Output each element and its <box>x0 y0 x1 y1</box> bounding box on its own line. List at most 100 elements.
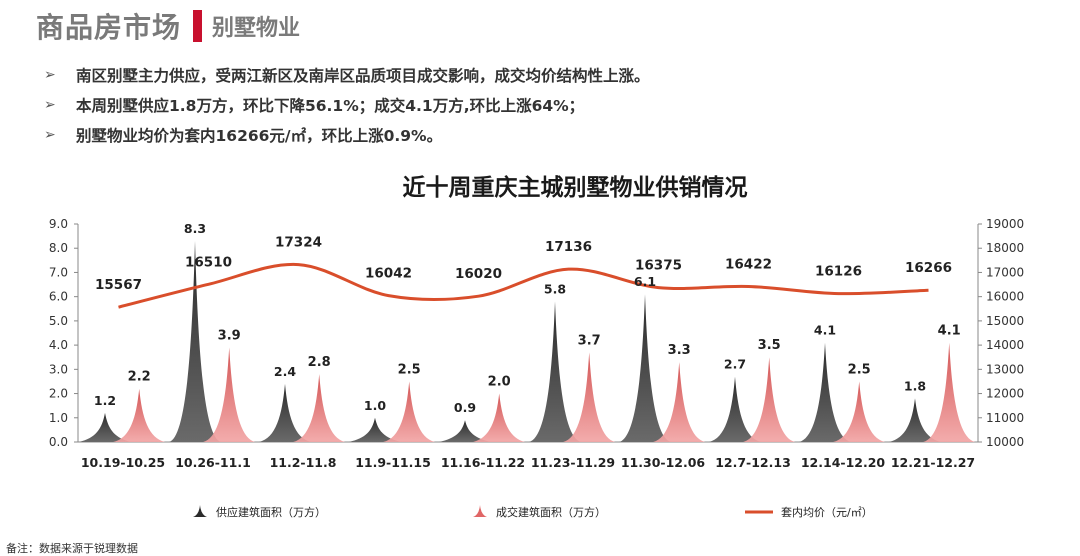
supply-data-label: 1.8 <box>904 378 926 393</box>
supply-peak <box>799 342 851 442</box>
left-axis-tick-label: 4.0 <box>49 338 68 352</box>
supply-data-label: 2.4 <box>274 364 296 379</box>
sales-peak <box>653 362 706 442</box>
bullet-item: ➢ 南区别墅主力供应，受两江新区及南岸区品质项目成交影响，成交均价结构性上涨。 <box>44 60 650 90</box>
sales-data-label: 4.1 <box>938 324 961 339</box>
bullet-text: 本周别墅供应1.8万方，环比下降56.1%；成交4.1万方,环比上涨64%； <box>76 97 585 115</box>
supply-data-label: 1.2 <box>94 393 116 408</box>
supply-data-label: 1.0 <box>364 398 386 413</box>
x-axis-tick-label: 11.16-11.22 <box>441 455 525 470</box>
sales-data-label: 2.5 <box>848 362 871 377</box>
price-data-label: 15567 <box>95 277 142 293</box>
summary-bullets: ➢ 南区别墅主力供应，受两江新区及南岸区品质项目成交影响，成交均价结构性上涨。 ➢… <box>44 60 650 150</box>
sales-data-label: 3.9 <box>218 329 241 344</box>
sales-peak <box>473 393 526 442</box>
left-axis-tick-label: 6.0 <box>49 290 68 304</box>
supply-peak <box>709 376 761 442</box>
bullet-text: 南区别墅主力供应，受两江新区及南岸区品质项目成交影响，成交均价结构性上涨。 <box>76 67 650 85</box>
x-axis-tick-label: 11.2-11.8 <box>270 455 337 470</box>
page-subtitle: 别墅物业 <box>212 16 301 41</box>
right-axis-tick-label: 14000 <box>986 338 1024 352</box>
left-axis-tick-label: 8.0 <box>49 241 68 255</box>
legend-label: 成交建筑面积（万方） <box>496 505 606 519</box>
right-axis-tick-label: 13000 <box>986 362 1024 376</box>
sales-data-label: 2.5 <box>398 362 421 377</box>
supply-peak <box>529 301 581 442</box>
x-axis-tick-label: 10.19-10.25 <box>81 455 165 470</box>
sales-peak <box>743 357 796 442</box>
supply-data-label: 2.7 <box>724 357 746 372</box>
legend-peak-icon <box>193 505 207 517</box>
price-data-label: 16266 <box>905 260 952 276</box>
arrow-bullet-icon: ➢ <box>44 67 56 83</box>
x-axis-tick-label: 11.30-12.06 <box>621 455 706 470</box>
bullet-item: ➢ 本周别墅供应1.8万方，环比下降56.1%；成交4.1万方,环比上涨64%； <box>44 90 650 120</box>
left-axis-tick-label: 3.0 <box>49 362 68 376</box>
arrow-bullet-icon: ➢ <box>44 97 56 113</box>
supply-peak <box>169 240 221 442</box>
bullet-text: 别墅物业均价为套内16266元/㎡，环比上涨0.9%。 <box>76 127 443 145</box>
sales-peak <box>833 381 886 442</box>
x-axis-tick-label: 11.9-11.15 <box>355 455 431 470</box>
sales-data-label: 2.8 <box>308 355 331 370</box>
price-data-label: 16510 <box>185 254 232 270</box>
sales-peak <box>563 352 616 442</box>
right-axis-tick-label: 17000 <box>986 265 1024 279</box>
left-axis-tick-label: 2.0 <box>49 387 68 401</box>
right-axis-tick-label: 18000 <box>986 241 1024 255</box>
legend-label: 套内均价（元/㎡） <box>781 505 873 519</box>
price-data-label: 17136 <box>545 239 592 255</box>
chart-title: 近十周重庆主城别墅物业供销情况 <box>402 175 748 201</box>
right-axis-tick-label: 15000 <box>986 314 1024 328</box>
legend-peak-icon <box>473 505 487 517</box>
x-axis-tick-label: 12.21-12.27 <box>891 455 975 470</box>
supply-peak <box>619 294 671 442</box>
supply-data-label: 8.3 <box>184 221 206 236</box>
left-axis-tick-label: 1.0 <box>49 411 68 425</box>
supply-peak <box>349 417 401 442</box>
right-axis-tick-label: 11000 <box>986 411 1024 425</box>
sales-peak <box>923 342 976 442</box>
x-axis-tick-label: 10.26-11.1 <box>175 455 251 470</box>
price-line <box>118 262 929 309</box>
price-data-label: 17324 <box>275 235 322 251</box>
right-axis-tick-label: 19000 <box>986 217 1024 231</box>
left-axis-tick-label: 9.0 <box>49 217 68 231</box>
supply-peak <box>439 420 491 442</box>
price-data-label: 16020 <box>455 266 502 282</box>
price-data-label: 16042 <box>365 266 412 282</box>
left-axis-tick-label: 5.0 <box>49 314 68 328</box>
x-axis-tick-label: 12.14-12.20 <box>801 455 886 470</box>
title-divider-bar <box>193 10 203 42</box>
supply-data-label: 4.1 <box>814 323 836 338</box>
sales-data-label: 3.5 <box>758 338 781 353</box>
left-axis-tick-label: 0.0 <box>49 435 68 449</box>
sales-data-label: 3.7 <box>578 333 601 348</box>
price-data-label: 16126 <box>815 264 862 280</box>
price-data-label: 16422 <box>725 256 772 272</box>
bullet-item: ➢ 别墅物业均价为套内16266元/㎡，环比上涨0.9%。 <box>44 120 650 150</box>
price-data-label: 16375 <box>635 258 682 274</box>
sales-data-label: 2.0 <box>488 375 511 390</box>
page-header: 商品房市场 别墅物业 <box>36 6 300 46</box>
x-axis-tick-label: 12.7-12.13 <box>715 455 791 470</box>
supply-peak <box>889 398 941 442</box>
right-axis-tick-label: 16000 <box>986 290 1024 304</box>
sales-peak <box>203 347 256 442</box>
supply-peak <box>79 412 131 442</box>
sales-data-label: 2.2 <box>128 370 151 385</box>
left-axis-tick-label: 7.0 <box>49 265 68 279</box>
sales-peak <box>383 381 436 442</box>
sales-peak <box>113 388 166 442</box>
sales-data-label: 3.3 <box>668 343 691 358</box>
supply-data-label: 6.1 <box>634 274 656 289</box>
supply-data-label: 0.9 <box>454 400 476 415</box>
page-title: 商品房市场 <box>36 11 182 44</box>
legend-label: 供应建筑面积（万方） <box>216 505 326 519</box>
supply-peak <box>259 383 311 442</box>
arrow-bullet-icon: ➢ <box>44 127 56 143</box>
footnote: 备注：数据来源于锐理数据 <box>6 542 138 555</box>
supply-data-label: 5.8 <box>544 282 566 297</box>
right-axis-tick-label: 12000 <box>986 387 1024 401</box>
